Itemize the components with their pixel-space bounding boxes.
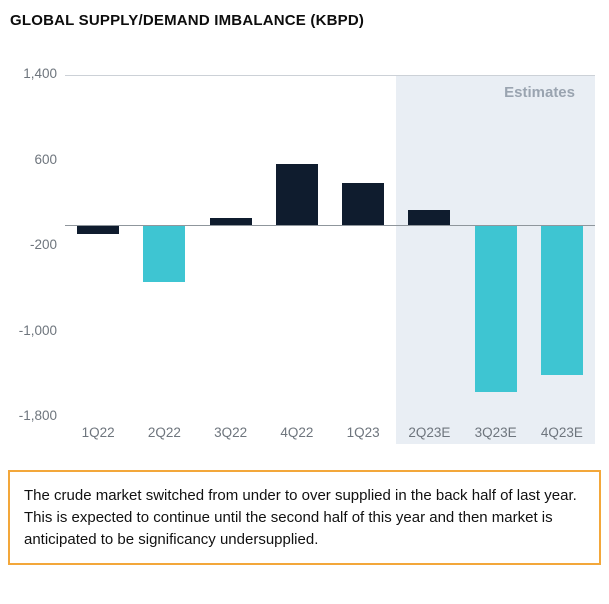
bar-3Q22	[209, 218, 252, 226]
bar-2Q23E	[408, 209, 451, 226]
estimates-label: Estimates	[504, 84, 575, 101]
x-tick-label: 2Q23E	[408, 425, 451, 440]
y-tick-label: -1,800	[18, 408, 57, 423]
y-axis: 1,400 600 -200 -1,000 -1,800	[0, 0, 57, 450]
x-tick-label: 1Q23	[346, 425, 380, 440]
y-tick-label: 1,400	[23, 66, 57, 81]
x-tick-label: 3Q22	[214, 425, 248, 440]
note-box: The crude market switched from under to …	[8, 470, 601, 566]
x-tick-label: 4Q23E	[540, 425, 583, 440]
bar-2Q22	[143, 225, 186, 283]
y-tick-label: 600	[34, 151, 57, 167]
plot-area: Estimates	[65, 75, 595, 444]
bar-4Q23E	[540, 225, 583, 376]
zero-axis-line	[65, 225, 595, 227]
x-tick-label: 1Q22	[81, 425, 115, 440]
x-tick-label: 2Q22	[147, 425, 181, 440]
bar-1Q23	[342, 182, 385, 226]
note-text: The crude market switched from under to …	[24, 487, 577, 548]
bar-4Q22	[275, 163, 318, 226]
y-tick-label: -1,000	[18, 322, 57, 338]
x-tick-label: 4Q22	[280, 425, 314, 440]
bar-3Q23E	[474, 225, 517, 393]
y-tick-label: -200	[29, 237, 57, 252]
chart-title: GLOBAL SUPPLY/DEMAND IMBALANCE (KBPD)	[10, 12, 365, 29]
bar-1Q22	[77, 225, 120, 235]
x-axis: 1Q22 2Q22 3Q22 4Q22 1Q23 2Q23E 3Q23E 4Q23E	[65, 425, 595, 445]
x-tick-label: 3Q23E	[474, 425, 517, 440]
